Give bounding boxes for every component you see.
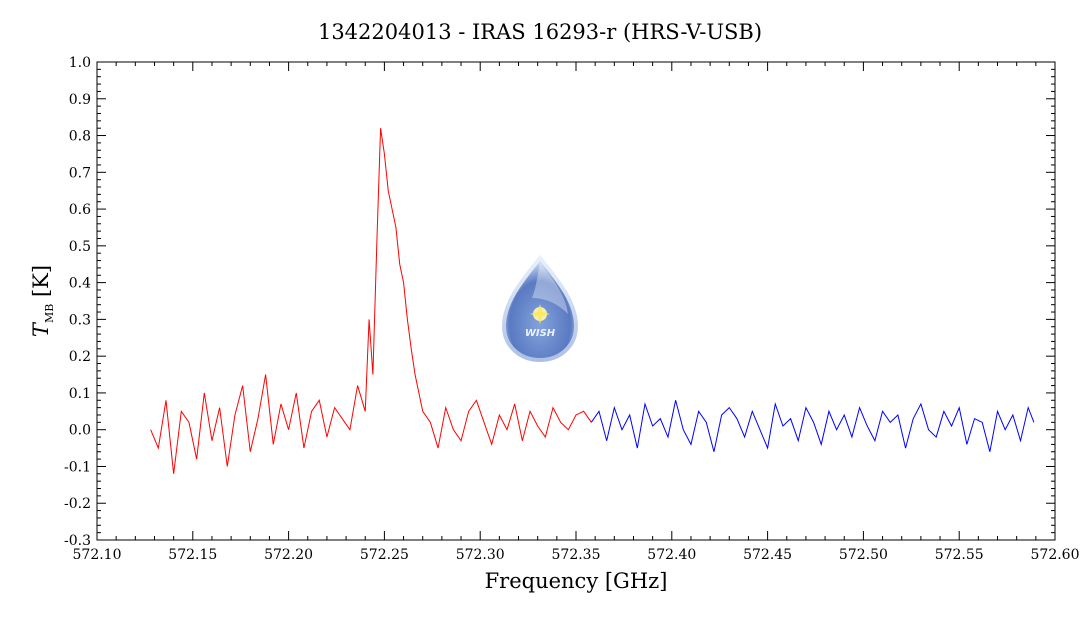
y-tick-label: 0.3 xyxy=(69,312,91,328)
plot-frame xyxy=(96,61,1056,541)
y-axis-label: TMB [K] xyxy=(29,265,56,337)
y-tick-label: 0.2 xyxy=(69,349,91,365)
series-layer xyxy=(150,128,1035,474)
svg-text:TMB [K]: TMB [K] xyxy=(29,265,56,337)
y-tick-label: -0.1 xyxy=(64,459,91,475)
x-tick-labels: 572.10 572.15 572.20 572.25 572.30 572.35 572.… xyxy=(73,547,1080,563)
y-tick-label: 0.0 xyxy=(69,423,91,439)
y-axis-label-sub: MB xyxy=(43,304,56,323)
logo-text: WISH xyxy=(525,328,556,339)
y-tick-label: 0.4 xyxy=(69,276,91,292)
y-tick-label: -0.3 xyxy=(64,533,91,549)
x-tick-label: 572.60 xyxy=(1031,547,1080,563)
y-tick-label: 0.7 xyxy=(69,165,91,181)
y-tick-labels: -0.3 -0.2 -0.1 0.0 0.1 0.2 0.3 0.4 0.5 0.6 0.7 0.8 0… xyxy=(64,55,91,549)
chart-title: 1342204013 - IRAS 16293-r (HRS-V-USB) xyxy=(318,20,762,44)
y-tick-label: -0.2 xyxy=(64,496,91,512)
y-tick-label: 0.5 xyxy=(69,239,91,255)
y-tick-label: 0.8 xyxy=(69,129,91,145)
x-tick-label: 572.15 xyxy=(168,547,217,563)
y-tick-label: 1.0 xyxy=(69,55,91,71)
y-tick-label: 0.9 xyxy=(69,92,91,108)
x-tick-label: 572.30 xyxy=(456,547,505,563)
x-tick-label: 572.20 xyxy=(264,547,313,563)
x-tick-label: 572.25 xyxy=(360,547,409,563)
series-line-1 xyxy=(590,400,1035,452)
wish-logo: WISH xyxy=(501,254,579,363)
series-line-0 xyxy=(150,128,592,474)
star-icon xyxy=(530,304,550,324)
y-axis-label-main: T xyxy=(29,321,53,337)
y-axis-label-unit: [K] xyxy=(29,265,53,304)
x-tick-label: 572.45 xyxy=(743,547,792,563)
x-tick-label: 572.40 xyxy=(647,547,696,563)
x-tick-label: 572.55 xyxy=(935,547,984,563)
y-tick-label: 0.1 xyxy=(69,386,91,402)
x-tick-label: 572.50 xyxy=(839,547,888,563)
x-tick-label: 572.35 xyxy=(552,547,601,563)
x-tick-label: 572.10 xyxy=(73,547,122,563)
logo-highlight xyxy=(532,262,568,314)
x-axis-label: Frequency [GHz] xyxy=(485,569,668,593)
y-tick-label: 0.6 xyxy=(69,202,91,218)
axis-ticks xyxy=(96,61,1056,541)
